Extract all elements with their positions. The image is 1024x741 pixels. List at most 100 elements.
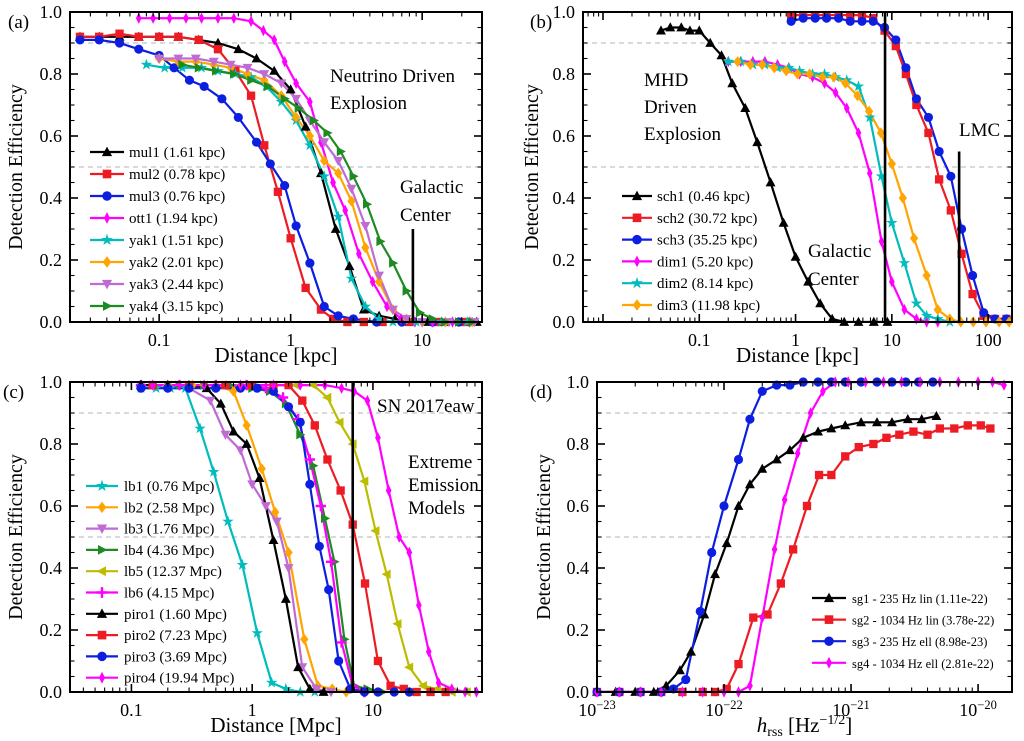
legend-item-dim3: dim3 (11.98 kpc): [622, 298, 760, 314]
series-line-lb4: [152, 384, 383, 692]
y-tick-label: 1.0: [553, 2, 576, 22]
y-axis-label: Detection Efficiency: [5, 454, 27, 620]
legend-label-mul1: mul1 (1.61 kpc): [129, 145, 225, 161]
legend-label-sg2: sg2 - 1034 Hz lin (3.78e-22): [852, 614, 994, 628]
legend-label-lb2: lb2 (2.58 Mpc): [124, 500, 214, 516]
series-line-sg1: [597, 415, 937, 692]
legend-label-piro1: piro1 (1.60 Mpc): [124, 607, 227, 623]
legend-label-dim3: dim3 (11.98 kpc): [657, 298, 760, 314]
x-tick-label: 10: [364, 700, 382, 720]
axes: 0.1 1 10 0.0 0.2 0.4 0.6 0.8 1.0: [40, 2, 483, 350]
legend-item-mul3: mul3 (0.76 kpc): [90, 189, 225, 205]
legend-item-lb4: lb4 (4.36 Mpc): [86, 543, 214, 559]
legend-label-piro3: piro3 (3.69 Mpc): [124, 649, 227, 665]
lmc-label: LMC: [959, 120, 1000, 141]
legend-item-sg4: sg4 - 1034 Hz ell (2.81e-22): [812, 657, 994, 671]
series-line-sg2: [597, 424, 991, 692]
legend-label-sg4: sg4 - 1034 Hz ell (2.81e-22): [852, 657, 994, 671]
series-line-sg4: [597, 382, 1005, 692]
x-tick-label: 10−23: [578, 698, 616, 720]
x-tick-label: 0.1: [148, 330, 171, 350]
y-tick-label: 0.4: [40, 558, 63, 578]
panel-letter-a: (a): [8, 12, 29, 33]
x-tick-label: 0.1: [688, 330, 711, 350]
legend-item-yak4: yak4 (3.15 kpc): [90, 299, 224, 315]
axes: 0.1 1 10 100 0.0 0.2 0.4 0.6 0.8 1.0: [553, 2, 1013, 350]
panel-letter-d: (d): [530, 382, 552, 403]
legend-item-lb2: lb2 (2.58 Mpc): [86, 500, 214, 516]
legend-item-sch2: sch2 (30.72 kpc): [622, 211, 757, 227]
galactic-center-label: Galactic Center: [808, 241, 871, 290]
legend-label-mul3: mul3 (0.76 kpc): [129, 189, 225, 205]
legend-item-dim2: dim2 (8.14 kpc): [622, 276, 753, 292]
legend-label-yak2: yak2 (2.01 kpc): [129, 255, 224, 271]
legend-label-lb1: lb1 (0.76 Mpc): [124, 479, 214, 495]
y-tick-label: 0.8: [40, 434, 63, 454]
legend-label-dim1: dim1 (5.20 kpc): [657, 254, 753, 270]
y-tick-label: 0.0: [40, 312, 63, 332]
legend-item-mul1: mul1 (1.61 kpc): [90, 145, 225, 161]
galactic-center-label: Galactic Center: [400, 177, 463, 226]
x-tick-label: 1: [248, 700, 257, 720]
y-tick-label: 0.0: [40, 682, 63, 702]
series-markers-sg1: [592, 410, 942, 696]
legend-label-piro4: piro4 (19.94 Mpc): [124, 671, 234, 687]
y-tick-label: 0.8: [553, 64, 576, 84]
series-line-lb6: [141, 384, 365, 692]
legend-item-sch1: sch1 (0.46 kpc): [622, 189, 750, 205]
legend-item-yak3: yak3 (2.44 kpc): [90, 277, 224, 293]
x-axis-label: Distance [kpc]: [736, 343, 859, 367]
legend-item-yak1: yak1 (1.51 kpc): [90, 233, 224, 249]
neutrino-driven-explosion-label-line: Explosion: [330, 93, 408, 114]
panel-letter-b: (b): [530, 12, 552, 33]
y-tick-label: 0.8: [567, 434, 590, 454]
galactic-center-label-line: Galactic: [400, 177, 463, 198]
y-tick-label: 0.4: [567, 558, 590, 578]
axes: 10−23 10−22 10−21 10−20 0.0 0.2 0.4 0.6 0.8 1.0: [567, 372, 1013, 720]
legend-b: sch1 (0.46 kpc) sch2 (30.72 kpc) sch3 (35.…: [622, 189, 760, 314]
x-axis-label: Distance [Mpc]: [210, 713, 341, 737]
legend-label-mul2: mul2 (0.78 kpc): [129, 167, 225, 183]
mhd-driven-explosion-label-line: MHD: [644, 70, 688, 91]
series-line-lb2: [141, 384, 347, 692]
efficiency-guide-lines: [597, 412, 1012, 538]
legend-item-sch3: sch3 (35.25 kpc): [622, 233, 757, 249]
legend-item-lb5: lb5 (12.37 Mpc): [86, 564, 222, 580]
legend-item-lb6: lb6 (4.15 Mpc): [86, 586, 214, 602]
y-tick-label: 0.4: [553, 188, 576, 208]
legend-label-lb3: lb3 (1.76 Mpc): [124, 522, 214, 538]
x-axis-label: Distance [kpc]: [214, 343, 337, 367]
series-markers-sg4: [594, 376, 1007, 698]
x-tick-label: 10: [413, 330, 431, 350]
legend-label-ott1: ott1 (1.94 kpc): [129, 211, 218, 227]
sn2017eaw-label: SN 2017eaw: [377, 396, 475, 417]
legend-item-ott1: ott1 (1.94 kpc): [90, 211, 218, 227]
y-tick-label: 0.6: [40, 496, 63, 516]
legend-label-yak4: yak4 (3.15 kpc): [129, 299, 224, 315]
y-tick-label: 0.2: [553, 250, 576, 270]
extreme-emission-models-label-line: Extreme: [408, 452, 472, 473]
legend-label-lb6: lb6 (4.15 Mpc): [124, 586, 214, 602]
series-markers-sg2: [592, 421, 995, 697]
legend-label-sch1: sch1 (0.46 kpc): [657, 189, 750, 205]
y-tick-label: 1.0: [567, 372, 590, 392]
mhd-driven-explosion-label: MHD Driven Explosion: [644, 70, 722, 145]
y-tick-label: 0.2: [40, 250, 63, 270]
legend-d: sg1 - 235 Hz lin (1.11e-22) sg2 - 1034 Hz…: [812, 592, 994, 671]
legend-label-yak3: yak3 (2.44 kpc): [129, 277, 224, 293]
y-tick-label: 0.6: [553, 126, 576, 146]
legend-item-yak2: yak2 (2.01 kpc): [90, 255, 224, 271]
y-tick-label: 1.0: [40, 372, 63, 392]
legend-item-lb1: lb1 (0.76 Mpc): [86, 479, 214, 495]
y-tick-label: 0.4: [40, 188, 63, 208]
legend-a: mul1 (1.61 kpc) mul2 (0.78 kpc) mul3 (0.76…: [90, 145, 225, 315]
y-tick-label: 0.8: [40, 64, 63, 84]
series-markers-lb3: [136, 381, 336, 698]
x-tick-label: 1: [791, 330, 800, 350]
legend-label-lb4: lb4 (4.36 Mpc): [124, 543, 214, 559]
y-tick-label: 1.0: [40, 2, 63, 22]
y-axis-label: Detection Efficiency: [521, 84, 543, 250]
galactic-center-label-line: Center: [400, 205, 451, 226]
legend-item-sg3: sg3 - 235 Hz ell (8.98e-23): [812, 635, 987, 649]
